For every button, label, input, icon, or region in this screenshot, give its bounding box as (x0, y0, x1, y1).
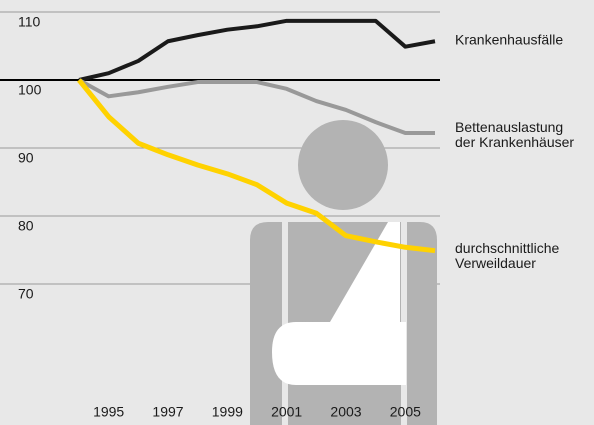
legend-label: Bettenauslastung der Krankenhäuser (455, 119, 574, 150)
legend-label: Krankenhausfälle (455, 32, 563, 48)
x-tick-label: 1997 (152, 404, 183, 420)
legend-label: durchschnittliche Verweildauer (455, 240, 559, 271)
y-tick-label: 100 (18, 82, 42, 98)
x-tick-label: 1995 (93, 404, 124, 420)
x-tick-label: 2003 (330, 404, 361, 420)
patient-figure (250, 120, 437, 425)
series-line (78, 78, 435, 136)
x-tick-label: 2005 (390, 404, 421, 420)
series-line (78, 18, 436, 82)
y-tick-label: 90 (18, 150, 34, 166)
series-line (77, 78, 436, 254)
y-tick-label: 110 (18, 14, 41, 30)
y-tick-label: 80 (18, 218, 34, 234)
x-tick-label: 2001 (271, 404, 302, 420)
y-tick-label: 70 (18, 286, 34, 302)
x-tick-label: 1999 (212, 404, 243, 420)
